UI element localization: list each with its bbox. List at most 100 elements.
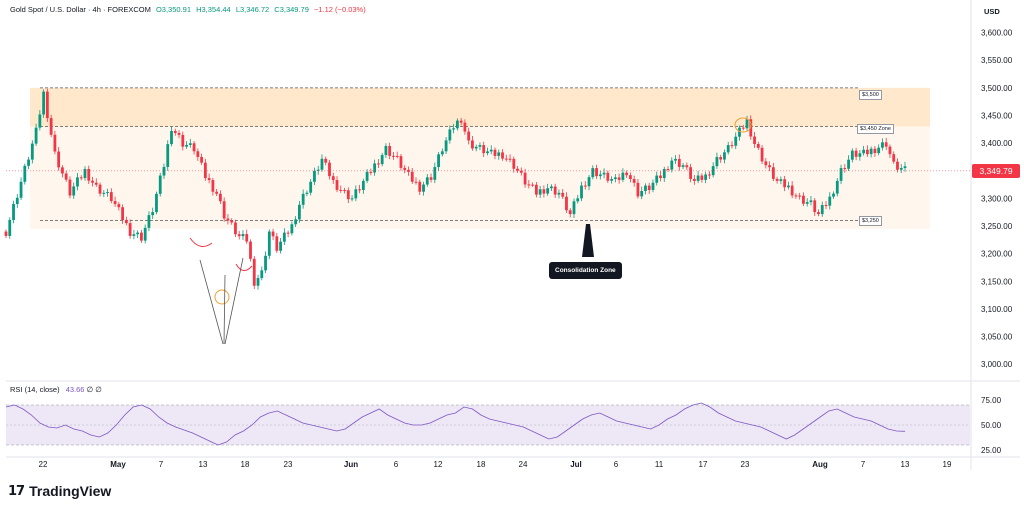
candle-body xyxy=(636,182,640,197)
level-3250-tag: $3,250 xyxy=(859,216,882,226)
candle-body xyxy=(27,159,30,166)
time-tick-label: May xyxy=(110,460,126,469)
candle-body xyxy=(38,114,42,128)
candle-body xyxy=(339,189,343,191)
candle-body xyxy=(764,161,768,166)
time-tick-label: 17 xyxy=(699,460,708,469)
time-tick-label: 18 xyxy=(241,460,250,469)
candle-body xyxy=(809,200,813,203)
candle-body xyxy=(358,189,361,191)
candle-body xyxy=(132,234,136,236)
candle-body xyxy=(124,220,128,224)
time-tick-label: 12 xyxy=(434,460,443,469)
candle-body xyxy=(249,241,252,259)
rsi-tick-label: 75.00 xyxy=(981,396,1002,405)
candle-body xyxy=(504,158,508,160)
currency-label[interactable]: USD xyxy=(984,7,1000,16)
price-tick-label: 3,050.00 xyxy=(981,333,1013,342)
high-value: H3,354.44 xyxy=(196,5,231,14)
candle-body xyxy=(444,140,448,152)
tradingview-logo[interactable]: 17 TradingView xyxy=(8,483,111,499)
candle-body xyxy=(523,172,527,185)
candle-body xyxy=(659,175,662,179)
candle-body xyxy=(790,185,794,196)
candle-body xyxy=(711,166,715,176)
candle-body xyxy=(455,120,459,129)
candle-body xyxy=(256,278,260,286)
right-shoulder-arc xyxy=(235,263,253,271)
price-tick-label: 3,300.00 xyxy=(981,194,1013,203)
candle-body xyxy=(350,198,354,200)
time-tick-label: 6 xyxy=(614,460,619,469)
candle-body xyxy=(346,190,350,200)
candle-body xyxy=(297,204,301,220)
candle-body xyxy=(173,130,177,133)
left-shoulder-arc xyxy=(189,237,213,248)
candle-body xyxy=(534,184,538,195)
candle-body xyxy=(606,172,610,181)
candle-body xyxy=(290,224,294,234)
candle-body xyxy=(828,196,832,206)
close-value: C3,349.79 xyxy=(274,5,309,14)
time-tick-label: 18 xyxy=(477,460,486,469)
candle-body xyxy=(23,165,27,182)
candle-body xyxy=(45,91,49,119)
candle-body xyxy=(489,149,493,152)
candle-body xyxy=(237,234,241,237)
rsi-tick-label: 25.00 xyxy=(981,446,1002,455)
candle-body xyxy=(824,205,828,207)
change-value: −1.12 (−0.03%) xyxy=(314,5,366,14)
candle-body xyxy=(482,145,486,154)
candle-body xyxy=(109,192,113,202)
candle-body xyxy=(4,231,8,236)
candle-body xyxy=(903,166,907,169)
time-tick-label: 23 xyxy=(284,460,293,469)
candle-body xyxy=(392,155,395,157)
candle-body xyxy=(151,212,155,216)
candle-body xyxy=(583,185,587,187)
candle-body xyxy=(508,158,512,160)
candle-body xyxy=(516,168,519,171)
candle-body xyxy=(440,151,444,155)
candle-body xyxy=(662,168,666,179)
candle-body xyxy=(805,202,809,204)
candle-body xyxy=(309,181,313,193)
candle-body xyxy=(493,149,497,156)
candle-body xyxy=(783,179,787,188)
candle-body xyxy=(644,185,647,192)
candle-body xyxy=(617,177,621,180)
candle-body xyxy=(786,185,790,188)
price-tick-label: 3,200.00 xyxy=(981,250,1013,259)
last-price-tag: 3,349.79 xyxy=(972,164,1020,178)
time-tick-label: Jul xyxy=(570,460,582,469)
candle-body xyxy=(79,177,83,179)
candle-body xyxy=(685,165,689,168)
candle-body xyxy=(395,156,399,158)
time-tick-label: Jun xyxy=(344,460,358,469)
candle-body xyxy=(651,182,655,190)
candle-body xyxy=(177,132,181,135)
candle-body xyxy=(753,136,756,144)
candle-body xyxy=(602,172,606,175)
candle-body xyxy=(260,270,264,279)
candle-body xyxy=(61,167,64,174)
candle-body xyxy=(361,180,365,190)
pattern-arrow-2 xyxy=(224,257,244,345)
time-tick-label: 24 xyxy=(519,460,528,469)
candle-body xyxy=(865,149,869,155)
tradingview-logo-word: TradingView xyxy=(29,483,112,499)
candle-body xyxy=(512,158,516,169)
candle-body xyxy=(267,231,271,256)
open-value: O3,350.91 xyxy=(155,5,191,14)
candle-body xyxy=(403,167,407,170)
rsi-legend: RSI (14, close) 43.66 ∅ ∅ xyxy=(10,385,102,394)
candle-body xyxy=(771,167,775,179)
price-tick-label: 3,000.00 xyxy=(981,360,1013,369)
candle-body xyxy=(320,158,324,170)
candle-body xyxy=(422,184,425,192)
price-tick-label: 3,250.00 xyxy=(981,222,1013,231)
candle-body xyxy=(83,168,87,179)
candle-body xyxy=(452,128,456,130)
